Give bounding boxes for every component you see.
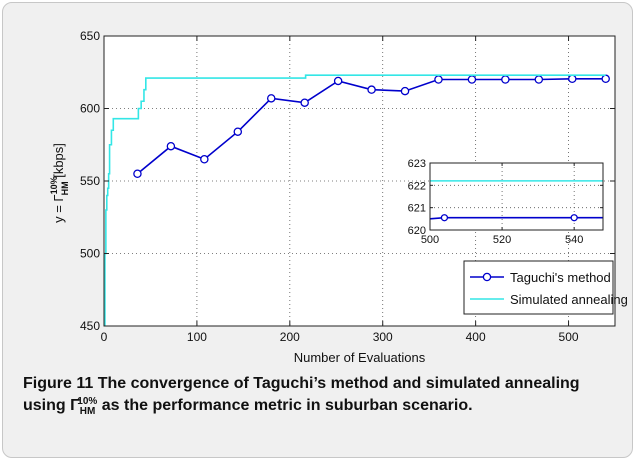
main-y-tick-label: 550 (80, 174, 100, 188)
caption-text-1: The convergence of Taguchi’s method and … (23, 375, 580, 414)
caption-metric-sup: 10% (77, 395, 98, 407)
main-data-point (534, 75, 544, 84)
main-data-point (333, 76, 343, 86)
caption-metric-symbol: Γ (70, 397, 80, 414)
y-axis-label-suffix: [kbps] (51, 143, 66, 181)
y-axis-label-prefix: y = Γ (51, 194, 66, 222)
inset-y-tick-label: 620 (408, 225, 426, 237)
x-axis-label: Number of Evaluations (294, 350, 426, 365)
main-x-tick-label: 200 (280, 330, 300, 344)
main-data-point (233, 127, 243, 136)
legend-label: Simulated annealing (510, 292, 628, 307)
inset-axes-frame (429, 162, 604, 231)
inset-data-point (440, 214, 449, 222)
main-data-point (367, 85, 376, 94)
main-series-simulated-annealing-line (104, 74, 606, 326)
y-axis-label-sup: 10% (49, 176, 59, 194)
main-y-tick-label: 500 (80, 247, 100, 261)
main-data-point (266, 94, 276, 103)
main-data-point (601, 74, 610, 84)
legend: Taguchi's method Simulated annealing (463, 260, 628, 315)
main-data-point (568, 74, 577, 84)
inset-series-taguchi-s-method-line (430, 216, 603, 220)
legend-box (463, 260, 614, 315)
inset-x-tick-label: 500 (421, 234, 439, 246)
inset-data-point (570, 214, 578, 222)
inset-panel: 500 520 540 620 621 622 623 (408, 158, 604, 246)
main-y-tick-label: 600 (80, 102, 100, 116)
main-x-tick-label: 100 (187, 330, 207, 344)
main-x-tick-label: 0 (101, 330, 108, 344)
caption-metric-sub: HM (79, 406, 96, 418)
main-y-tick-label: 450 (80, 319, 100, 333)
y-axis-label: y = Γ10%HM [kbps] (49, 143, 70, 223)
inset-x-tick-label: 520 (493, 234, 511, 246)
main-data-point (133, 169, 142, 178)
main-y-tick-label: 650 (80, 29, 100, 43)
legend-label: Taguchi's method (510, 270, 611, 285)
main-x-tick-label: 300 (373, 330, 393, 344)
inset-y-tick-label: 621 (408, 203, 426, 215)
main-x-tick-label: 500 (559, 330, 579, 344)
main-data-point (501, 75, 510, 84)
main-data-point (400, 86, 410, 96)
y-axis-label-sub: HM (60, 181, 70, 195)
legend-marker (482, 272, 492, 282)
main-x-tick-label: 400 (466, 330, 486, 344)
figure-chart: 0 100 200 300 400 500 450 500 550 600 650 Number of… (49, 29, 628, 365)
main-data-point (434, 75, 443, 84)
main-data-point (200, 154, 209, 164)
caption-figure-label: Figure 11 (23, 375, 94, 392)
figure-caption: Figure 11 The convergence of Taguchi’s m… (23, 373, 623, 417)
inset-y-tick-label: 622 (408, 180, 426, 192)
inset-y-tick-label: 623 (408, 158, 426, 170)
figure-frame: 0 100 200 300 400 500 450 500 550 600 650 Number of… (2, 2, 633, 458)
caption-text-2: as the performance metric in suburban sc… (97, 397, 473, 414)
main-data-point (300, 98, 309, 107)
main-data-point (166, 141, 176, 151)
main-data-point (467, 75, 477, 84)
inset-x-tick-label: 540 (565, 234, 583, 246)
